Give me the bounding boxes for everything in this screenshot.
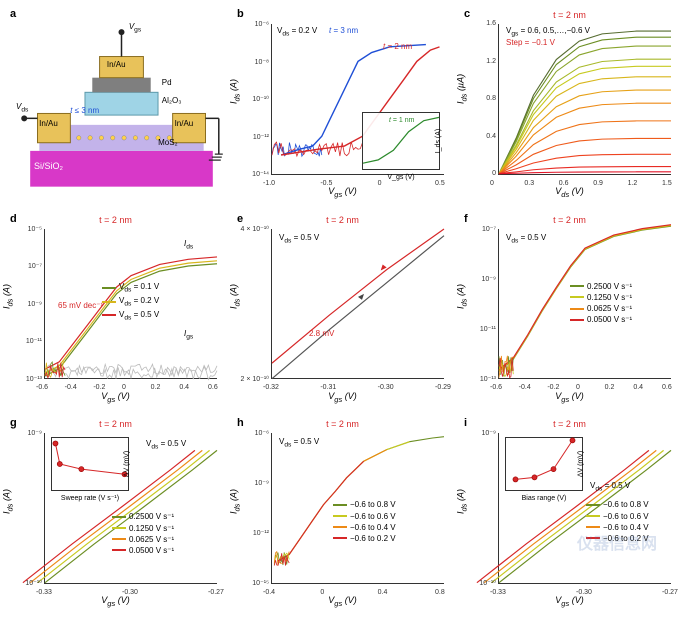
y-axis-label: Ids (A) [229,79,242,104]
panel-grid: aVgsVdsIn/AuPdAl₂O₃t ≤ 3 nmIn/AuIn/AuMoS… [0,0,685,618]
panel-g: gt = 2 nmSweep rate (V s⁻¹)ΔV (mV)Vgs (V… [6,415,225,612]
x-axis-label: Vgs (V) [555,391,583,404]
panel-label-g: g [10,417,17,429]
x-axis-label: Vgs (V) [555,595,583,608]
title-c: t = 2 nm [553,10,586,20]
x-axis-label: Vgs (V) [328,186,356,199]
panel-label-a: a [10,8,16,20]
panel-a: aVgsVdsIn/AuPdAl₂O₃t ≤ 3 nmIn/AuIn/AuMoS… [6,6,225,203]
title-e: t = 2 nm [326,215,359,225]
x-axis-label: Vgs (V) [101,391,129,404]
title-f: t = 2 nm [553,215,586,225]
y-axis-label: Ids (A) [456,284,469,309]
y-axis-label: Ids (A) [229,489,242,514]
panel-i: it = 2 nmBias range (V)ΔV (mV)Vgs (V)Ids… [460,415,679,612]
legend: 0.2500 V s⁻¹0.1250 V s⁻¹0.0625 V s⁻¹0.05… [570,281,632,326]
panel-label-h: h [237,417,244,429]
panel-f: ft = 2 nmVgs (V)Ids (A)-0.6-0.4-0.200.20… [460,211,679,408]
x-axis-label: Vds (V) [555,186,583,199]
x-axis-label: Vgs (V) [328,595,356,608]
y-axis-label: Ids (A) [229,284,242,309]
title-h: t = 2 nm [326,419,359,429]
title-d: t = 2 nm [99,215,132,225]
panel-label-i: i [464,417,467,429]
y-axis-label: Ids (A) [2,284,15,309]
panel-e: et = 2 nmVgs (V)Ids (A)-0.32-0.31-0.30-0… [233,211,452,408]
y-axis-label: Ids (A) [2,489,15,514]
panel-label-f: f [464,213,468,225]
legend: Vds = 0.1 VVds = 0.2 VVds = 0.5 V [102,281,159,323]
y-axis-label: Ids (µA) [456,74,469,104]
watermark: 仪器信息网 [577,530,657,554]
title-i: t = 2 nm [553,419,586,429]
x-axis-label: Vgs (V) [328,391,356,404]
title-g: t = 2 nm [99,419,132,429]
x-axis-label: Vgs (V) [101,595,129,608]
panel-label-d: d [10,213,17,225]
panel-label-b: b [237,8,244,20]
panel-c: ct = 2 nmVds (V)Ids (µA)00.30.60.91.21.5… [460,6,679,203]
panel-b: bV_gs (V)I_ds (A)t = 1 nmVgs (V)Ids (A)-… [233,6,452,203]
panel-d: dt = 2 nmVgs (V)Ids (A)-0.6-0.4-0.200.20… [6,211,225,408]
panel-label-e: e [237,213,243,225]
legend: −0.6 to 0.8 V−0.6 to 0.6 V−0.6 to 0.4 V−… [333,499,396,544]
panel-label-c: c [464,8,470,20]
legend: 0.2500 V s⁻¹0.1250 V s⁻¹0.0625 V s⁻¹0.05… [112,511,174,556]
y-axis-label: Ids (A) [456,489,469,514]
panel-h: ht = 2 nmVgs (V)Ids (A)-0.400.40.810⁻¹⁵1… [233,415,452,612]
